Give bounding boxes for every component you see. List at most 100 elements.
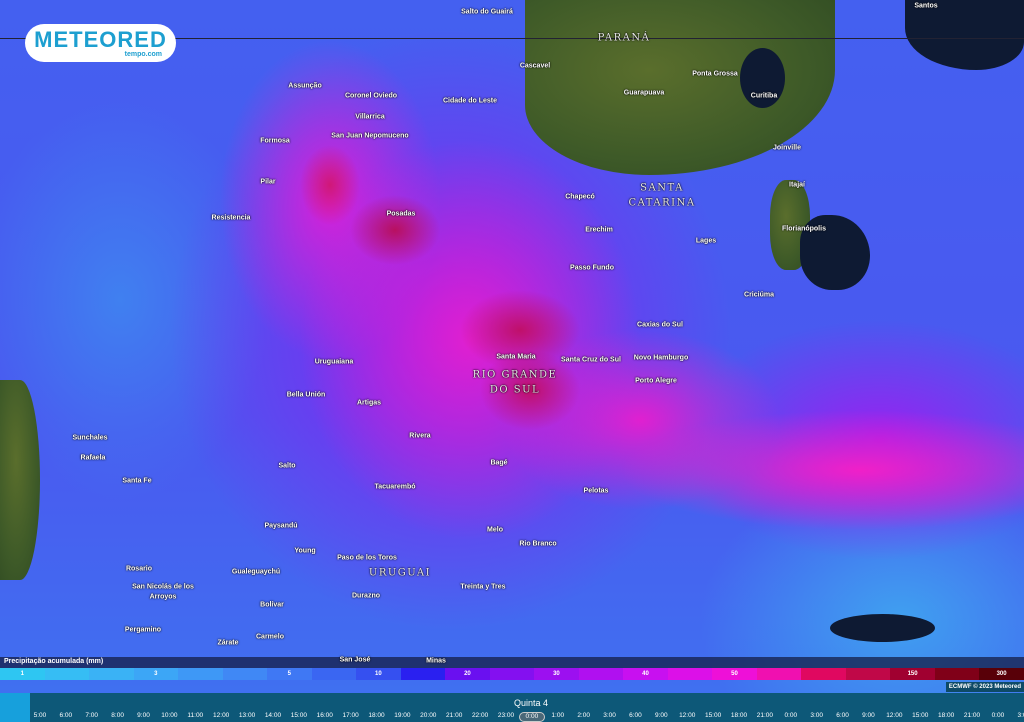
timeline-tick[interactable]: 23:00 [497,712,515,719]
timeline-tick[interactable]: 0:00 [518,712,545,722]
city-label: Rosario [125,565,153,573]
city-label: Durazno [352,592,380,600]
city-label: Treinta y Tres [460,583,506,591]
city-label: Assunção [288,82,322,90]
legend-step [89,668,134,680]
logo-subtext: tempo.com [124,51,162,58]
timeline-tick[interactable]: 22:00 [471,712,489,719]
timeline-tick[interactable]: 16:00 [316,712,333,719]
timeline-tick[interactable]: 15:00 [912,712,929,719]
timeline-tick[interactable]: 14:00 [264,712,282,719]
city-label: Villarrica [355,113,385,121]
timeline-tick[interactable]: 1:00 [551,712,565,719]
timeline-tick[interactable]: 9:00 [137,712,150,719]
timeline-tick[interactable]: 6:00 [836,712,849,719]
city-label: Erechim [585,226,613,234]
city-label: Rio Branco [519,540,557,548]
logo-text: METEORED [34,27,167,52]
timeline-tick[interactable]: 8:00 [111,712,124,719]
city-label: Gualeguaychú [231,568,281,576]
city-label: Salto do Guairá [461,8,513,16]
timeline-tick[interactable]: 3:00 [810,712,823,719]
timeline-tick[interactable]: 12:00 [679,712,696,719]
ocean-bay-santos [905,0,1024,70]
city-label: Sunchales [72,434,108,442]
city-label: Tacuarembó [374,483,416,491]
timeline-tick[interactable]: 6:00 [629,712,642,719]
timeline-tick[interactable]: 10:00 [161,712,178,719]
legend-step: 50 [712,668,757,680]
city-label: San Nicolás de los [132,583,194,591]
timeline-tick[interactable]: 17:00 [342,712,359,719]
timeline-tick[interactable]: 12:00 [213,712,230,719]
timeline[interactable]: Quinta 4 5:00 6:00 7:00 8:00 9:00 10:00 11:00 1… [0,693,1024,722]
city-label: Resistencia [211,214,251,222]
timeline-tick[interactable]: 3:00 [603,712,616,719]
timeline-tick[interactable]: 21:00 [963,712,981,719]
timeline-tick[interactable]: 0:00 [784,712,798,719]
city-label: Guarapuava [623,89,665,97]
ocean-south [830,614,935,642]
timeline-tick[interactable]: 2:00 [577,712,590,719]
timeline-tick[interactable]: 13:00 [238,712,256,719]
timeline-tick[interactable]: 5:00 [33,712,47,719]
city-label: Coronel Oviedo [344,92,398,100]
city-label: San José [339,656,371,664]
timeline-tick[interactable]: 18:00 [368,712,385,719]
legend-step [756,668,802,680]
legend-step: 30 [534,668,579,680]
timeline-tick[interactable]: 18:00 [937,712,955,719]
timeline-tick[interactable]: 9:00 [654,712,668,719]
city-label: Joinville [772,144,802,152]
city-label: Arroyos [149,593,177,601]
timeline-tick[interactable]: 20:00 [420,712,437,719]
city-label: Uruguaiana [314,358,354,366]
timeline-play-area[interactable] [0,693,30,722]
city-label: Paso de los Toros [337,554,397,562]
city-label: Young [294,547,316,555]
timeline-tick[interactable]: 0:00 [991,712,1005,719]
timeline-tick[interactable]: 9:00 [862,712,875,719]
meteored-logo[interactable]: METEORED tempo.com [25,24,176,62]
legend-step [222,668,268,680]
city-label: Passo Fundo [570,264,614,272]
timeline-tick[interactable]: 15:00 [704,712,722,719]
timeline-ticks: 5:00 6:00 7:00 8:00 9:00 10:00 11:00 12:00 13:00… [27,712,1024,722]
legend-step [44,668,90,680]
credit-text: ECMWF © 2023 Meteored [945,682,1024,692]
legend-title: Precipitação acumulada (mm) [0,657,1024,668]
state-label: PARANÁ [597,32,651,44]
legend-step [489,668,535,680]
city-label: Bella Unión [286,391,326,399]
legend-step [801,668,846,680]
timeline-tick[interactable]: 21:00 [446,712,463,719]
city-label: Pelotas [583,487,609,495]
timeline-tick[interactable]: 15:00 [290,712,307,719]
precipitation-map[interactable]: Salto do Guairá PARANÁ Santos Cascavel P… [0,0,1024,693]
city-label: Cidade do Leste [442,97,498,105]
timeline-tick[interactable]: 21:00 [756,712,774,719]
city-label: Itajaí [789,181,805,189]
timeline-tick[interactable]: 11:00 [187,712,204,719]
state-label: DO SUL [489,384,541,396]
city-label: Formosa [260,137,290,145]
timeline-tick[interactable]: 19:00 [394,712,411,719]
city-label: Porto Alegre [635,377,677,385]
city-label: Chapecó [565,193,595,201]
ocean-bay-paranagua [740,48,785,108]
timeline-tick[interactable]: 3:00 [1017,712,1024,719]
city-label: Bagé [490,459,508,467]
legend-step [578,668,624,680]
city-label: Santos [914,2,938,10]
parallel-line [0,38,1024,39]
timeline-tick[interactable]: 12:00 [886,712,903,719]
legend-step [667,668,713,680]
timeline-tick[interactable]: 18:00 [730,712,748,719]
legend-step: 5 [267,668,312,680]
timeline-tick[interactable]: 6:00 [59,712,73,719]
city-label: Melo [487,526,503,534]
timeline-tick[interactable]: 7:00 [85,712,99,719]
city-label: Bolívar [260,601,284,609]
legend-step [934,668,980,680]
legend-step: 1 [0,668,45,680]
